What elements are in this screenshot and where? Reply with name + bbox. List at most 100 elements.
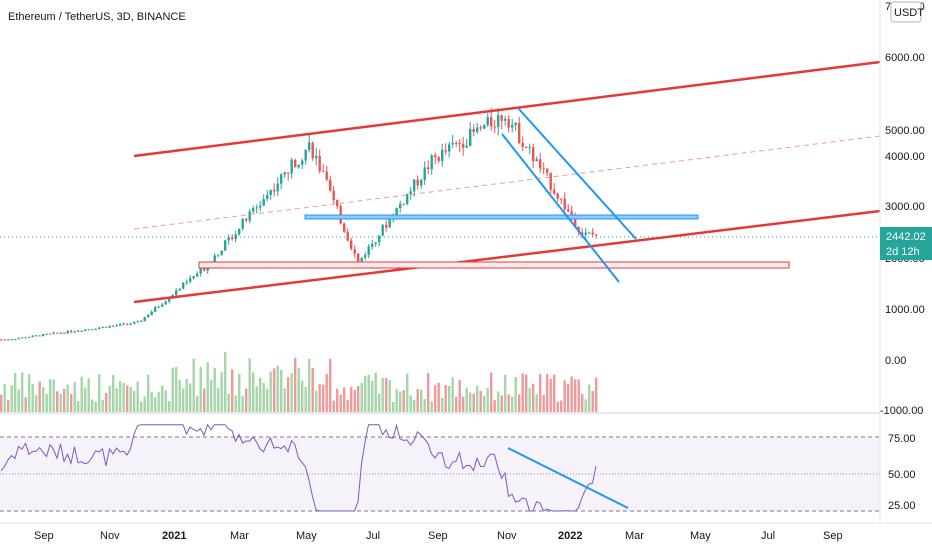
last-price-tag[interactable] xyxy=(880,227,932,260)
volume-bar xyxy=(77,400,80,412)
candle-body xyxy=(245,218,248,221)
rsi-trendline[interactable] xyxy=(507,447,629,509)
candle-body xyxy=(507,119,510,128)
volume-bar xyxy=(101,399,104,412)
candle-body xyxy=(546,168,549,173)
candle-body xyxy=(42,334,45,337)
volume-bar xyxy=(21,372,24,412)
candle-body xyxy=(402,203,405,205)
volume-bar xyxy=(241,395,244,412)
volume-bars xyxy=(0,351,598,412)
candle-body xyxy=(308,142,311,150)
candle-body xyxy=(217,254,220,256)
volume-bar xyxy=(56,391,59,412)
candle-body xyxy=(357,253,360,262)
x-tick-2021: 2021 xyxy=(162,530,186,542)
candle-body xyxy=(532,147,535,162)
volume-bar xyxy=(231,369,234,412)
volume-bar xyxy=(126,385,129,412)
volume-bar xyxy=(94,401,97,412)
candle-body xyxy=(346,231,349,241)
y-tick-4000: 4000.00 xyxy=(885,151,925,163)
candle-body xyxy=(87,329,90,331)
rsi-tick-50: 50.00 xyxy=(888,469,916,481)
candle-body xyxy=(108,326,111,328)
rsi-tick-25: 25.00 xyxy=(888,500,916,512)
candle-body xyxy=(227,237,230,241)
x-tick-mar2: Mar xyxy=(625,530,644,542)
volume-bar xyxy=(210,379,213,412)
candle-body xyxy=(367,246,370,255)
price-axis[interactable]: 7000.00 6000.00 5000.00 4000.00 3000.00 … xyxy=(879,0,932,523)
volume-bar xyxy=(318,384,321,412)
volume-bar xyxy=(70,394,73,412)
candle-body xyxy=(388,218,391,228)
candle-body xyxy=(94,328,97,330)
resistance-zone-box[interactable] xyxy=(304,214,699,220)
candle-body xyxy=(115,325,118,327)
channel-upper-line[interactable] xyxy=(133,60,881,158)
volume-bar xyxy=(497,391,500,412)
support-zone-box[interactable] xyxy=(198,261,790,269)
volume-bar xyxy=(385,377,388,412)
candle-body xyxy=(98,327,101,329)
currency-badge[interactable] xyxy=(890,1,922,23)
price-pane[interactable] xyxy=(0,0,881,412)
volume-bar xyxy=(84,387,87,412)
volume-bar xyxy=(45,394,48,412)
channel-lower-line[interactable] xyxy=(133,209,881,304)
candle-body xyxy=(266,195,269,200)
candle-body xyxy=(241,218,244,229)
volume-bar xyxy=(129,386,132,412)
candle-body xyxy=(84,329,87,331)
rsi-pane[interactable] xyxy=(0,423,880,512)
candle-body xyxy=(595,234,598,236)
volume-bar xyxy=(38,381,41,412)
candle-body xyxy=(224,240,227,251)
candle-body xyxy=(322,171,325,173)
volume-bar xyxy=(374,372,377,412)
volume-bar xyxy=(157,392,160,412)
volume-bar xyxy=(458,379,461,412)
volume-bar xyxy=(322,384,325,412)
volume-bar xyxy=(535,394,538,412)
candle-body xyxy=(581,232,584,235)
candle-body xyxy=(290,159,293,174)
candle-body xyxy=(479,127,482,129)
volume-bar xyxy=(301,380,304,412)
candle-body xyxy=(262,199,265,206)
volume-bar xyxy=(17,389,20,412)
wedge-upper-line[interactable] xyxy=(517,107,637,240)
volume-bar xyxy=(122,382,125,412)
volume-bar xyxy=(203,388,206,412)
time-axis[interactable]: Sep Nov 2021 Mar May Jul Sep Nov 2022 Ma… xyxy=(0,522,932,542)
wedge-lower-line[interactable] xyxy=(501,133,620,283)
y-tick-3000: 3000.00 xyxy=(885,201,925,213)
candle-body xyxy=(252,208,255,212)
volume-bar xyxy=(325,374,328,412)
volume-bar xyxy=(500,395,503,412)
candle-body xyxy=(203,268,206,271)
candle-body xyxy=(35,335,38,337)
volume-bar xyxy=(486,387,489,412)
candle-body xyxy=(406,193,409,204)
volume-bar xyxy=(91,399,94,412)
volume-bar xyxy=(371,380,374,412)
candle-body xyxy=(143,317,146,321)
candle-body xyxy=(234,234,237,240)
candle-body xyxy=(448,144,451,152)
volume-bar xyxy=(164,390,167,412)
volume-bar xyxy=(276,365,279,412)
volume-bar xyxy=(192,358,195,412)
candle-body xyxy=(119,323,122,326)
volume-bar xyxy=(521,373,524,412)
candle-body xyxy=(297,164,300,168)
volume-bar xyxy=(259,377,262,412)
volume-bar xyxy=(311,367,314,412)
candle-body xyxy=(493,126,496,128)
candle-body xyxy=(409,191,412,194)
candle-body xyxy=(59,332,62,334)
candle-body xyxy=(444,149,447,152)
last-price-value: 2442.02 xyxy=(886,231,926,243)
